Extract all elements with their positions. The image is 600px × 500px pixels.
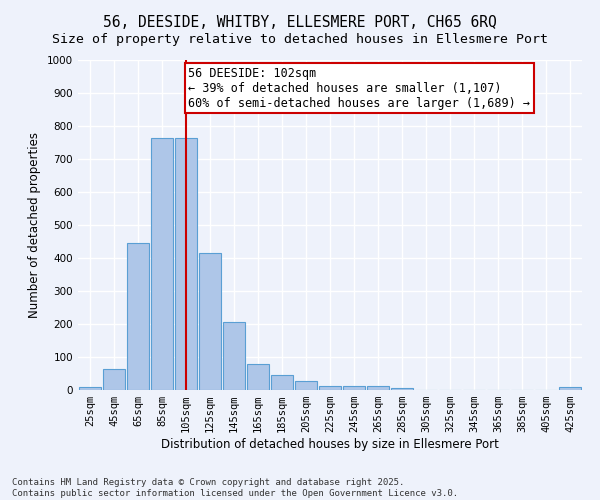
Text: Contains HM Land Registry data © Crown copyright and database right 2025.
Contai: Contains HM Land Registry data © Crown c… xyxy=(12,478,458,498)
X-axis label: Distribution of detached houses by size in Ellesmere Port: Distribution of detached houses by size … xyxy=(161,438,499,451)
Bar xyxy=(103,368,125,390)
Bar xyxy=(151,138,173,390)
Bar xyxy=(391,388,413,390)
Bar xyxy=(79,386,101,390)
Bar xyxy=(175,138,197,390)
Bar xyxy=(367,386,389,390)
Y-axis label: Number of detached properties: Number of detached properties xyxy=(28,132,41,318)
Bar xyxy=(127,243,149,390)
Bar xyxy=(223,322,245,390)
Bar xyxy=(271,375,293,390)
Text: 56 DEESIDE: 102sqm
← 39% of detached houses are smaller (1,107)
60% of semi-deta: 56 DEESIDE: 102sqm ← 39% of detached hou… xyxy=(188,66,530,110)
Bar xyxy=(247,364,269,390)
Bar xyxy=(295,381,317,390)
Bar xyxy=(343,386,365,390)
Text: Size of property relative to detached houses in Ellesmere Port: Size of property relative to detached ho… xyxy=(52,32,548,46)
Bar xyxy=(319,386,341,390)
Bar xyxy=(199,253,221,390)
Text: 56, DEESIDE, WHITBY, ELLESMERE PORT, CH65 6RQ: 56, DEESIDE, WHITBY, ELLESMERE PORT, CH6… xyxy=(103,15,497,30)
Bar xyxy=(559,388,581,390)
